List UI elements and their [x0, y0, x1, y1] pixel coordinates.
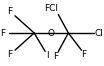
Text: F: F — [53, 52, 58, 61]
Text: F: F — [7, 50, 13, 59]
Text: I: I — [46, 51, 49, 60]
Text: Cl: Cl — [95, 29, 103, 37]
Text: F: F — [0, 29, 6, 37]
Text: O: O — [48, 29, 55, 37]
Text: FCl: FCl — [44, 4, 58, 13]
Text: F: F — [81, 50, 86, 59]
Text: F: F — [7, 7, 13, 16]
